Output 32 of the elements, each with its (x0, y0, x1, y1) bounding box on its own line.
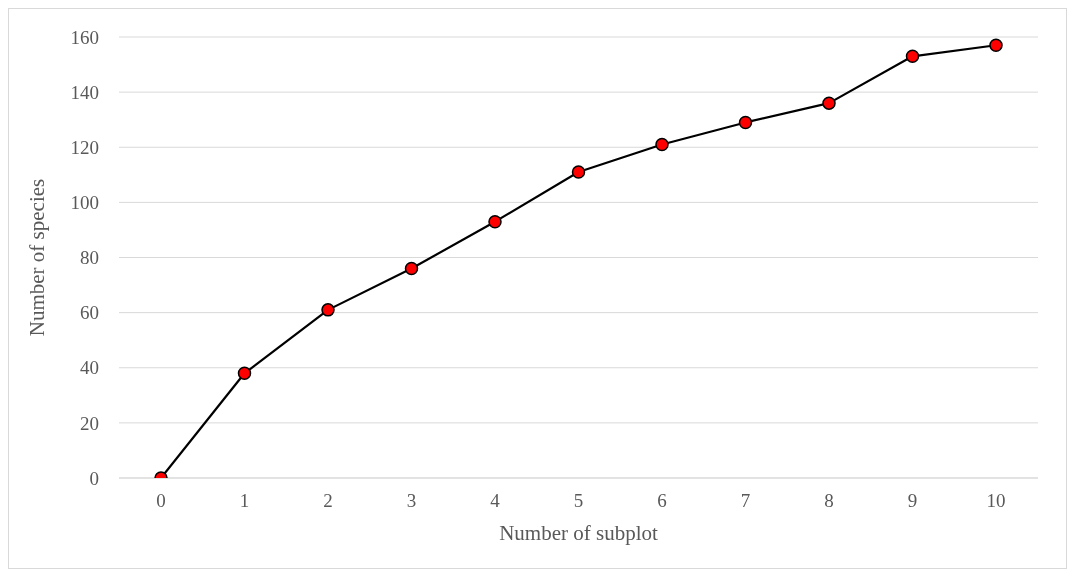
y-tick-label: 40 (80, 357, 99, 379)
y-tick-label: 100 (70, 192, 99, 214)
x-tick-label: 10 (986, 490, 1006, 512)
point (905, 49, 920, 64)
x-tick-label: 0 (156, 490, 166, 512)
x-tick-label: 6 (657, 490, 667, 512)
x-tick-label: 4 (490, 490, 501, 512)
point (404, 261, 419, 276)
point (989, 38, 1003, 53)
point (237, 366, 252, 381)
y-tick-label: 140 (70, 81, 99, 103)
x-tick-label: 9 (907, 490, 918, 512)
x-tick-label: 7 (740, 490, 751, 512)
y-tick-label: 0 (89, 467, 99, 489)
x-tick-label: 5 (573, 490, 584, 512)
x-axis-title: Number of subplot (499, 521, 658, 545)
x-tick-label: 2 (323, 490, 333, 512)
x-tick-label: 8 (824, 490, 834, 512)
y-tick-label: 120 (70, 136, 99, 158)
y-tick-label: 60 (80, 302, 99, 324)
y-tick-label: 160 (70, 26, 99, 48)
point (488, 214, 502, 229)
point (822, 96, 836, 110)
x-tick-label: 1 (239, 490, 250, 512)
y-tick-label: 80 (80, 247, 99, 269)
point (738, 115, 753, 130)
y-axis-title: Number of species (25, 178, 50, 337)
point (655, 137, 669, 152)
x-tick-label: 3 (406, 490, 417, 512)
y-tick-label: 20 (80, 412, 99, 434)
point (321, 303, 335, 317)
point (571, 165, 586, 179)
